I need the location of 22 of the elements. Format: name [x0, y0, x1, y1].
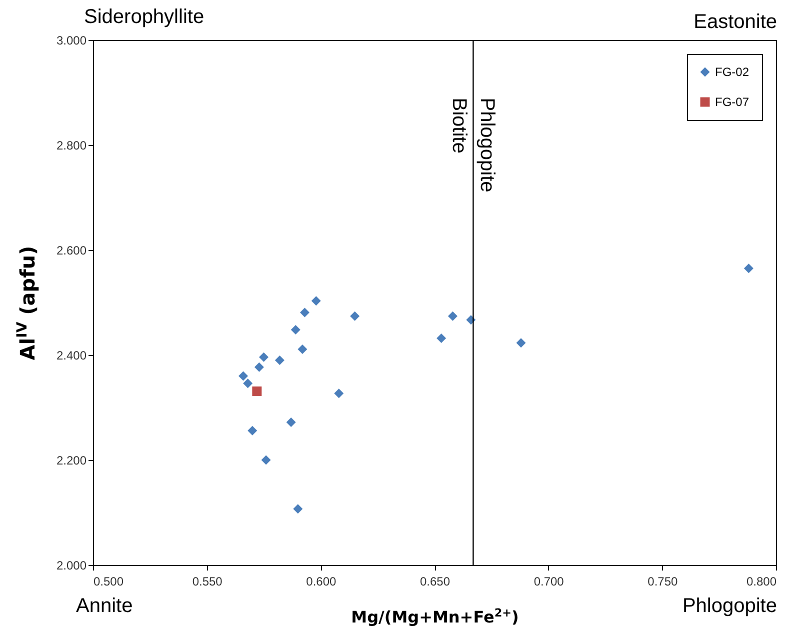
y-tick-label: 2.200: [56, 454, 87, 468]
x-tick-label: 0.550: [192, 574, 223, 588]
annotation: Biotite: [448, 98, 470, 154]
legend-label: FG-07: [715, 95, 750, 109]
x-tick-label: 0.800: [746, 574, 777, 588]
legend-label: FG-02: [715, 65, 750, 79]
y-tick-label: 2.800: [56, 138, 87, 152]
y-tick-label: 2.000: [56, 558, 87, 572]
x-tick-label: 0.750: [648, 574, 678, 588]
x-tick-label: 0.700: [534, 574, 564, 588]
x-tick-label: 0.500: [94, 574, 124, 588]
x-axis-title: Mg/(Mg+Mn+Fe$^{2+}$): [351, 606, 519, 626]
x-tick-label: 0.600: [306, 574, 337, 588]
x-tick-label: 0.650: [420, 574, 450, 588]
text: Eastonite: [694, 11, 777, 34]
y-tick-label: 2.600: [56, 244, 87, 258]
text: Siderophyllite: [84, 6, 204, 29]
text: Annite: [76, 595, 133, 618]
y-tick-label: 2.400: [56, 348, 87, 362]
y-tick-label: 3.000: [56, 34, 87, 48]
text: Phlogopite: [682, 595, 777, 618]
annotation: Phlogopite: [476, 98, 498, 192]
